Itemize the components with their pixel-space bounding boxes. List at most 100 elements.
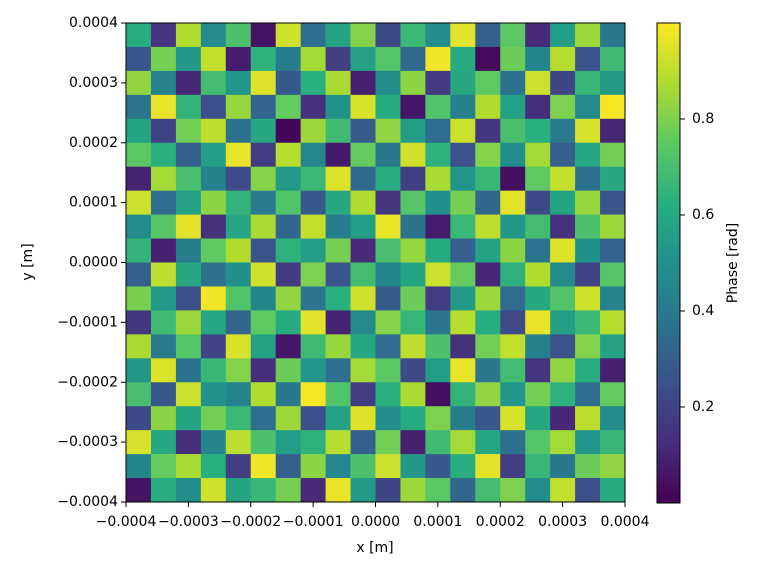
y-tick-label: −0.0001 [57, 314, 118, 330]
y-tick-label: −0.0004 [57, 494, 118, 510]
heatmap-cell [550, 190, 576, 215]
heatmap-cell [600, 166, 626, 191]
heatmap-cell [175, 190, 202, 215]
heatmap-cell [450, 214, 476, 239]
heatmap-cell [550, 406, 576, 431]
heatmap-cell [150, 478, 177, 503]
heatmap-cell [300, 262, 326, 287]
heatmap-cell [175, 70, 202, 96]
heatmap-cell [450, 70, 476, 96]
heatmap-cell [300, 142, 326, 167]
heatmap-cell [200, 70, 227, 96]
heatmap-cell [126, 478, 152, 503]
heatmap-cell [275, 142, 301, 167]
heatmap-cell [350, 70, 376, 96]
x-tick-label: −0.0004 [96, 514, 157, 530]
heatmap-cell [275, 94, 301, 120]
heatmap-cell [200, 166, 227, 191]
heatmap-cell [575, 334, 601, 359]
heatmap-cell [375, 262, 401, 287]
heatmap-cell [350, 478, 376, 503]
heatmap-cell [600, 238, 626, 263]
heatmap-cell [375, 310, 401, 335]
heatmap-cell [600, 358, 626, 383]
heatmap-cell [575, 214, 601, 239]
heatmap-cell [425, 406, 451, 431]
heatmap-cell [400, 430, 426, 455]
heatmap-cell [525, 190, 551, 215]
heatmap-cell [150, 382, 177, 407]
heatmap-cell [550, 46, 576, 72]
heatmap-cell [150, 358, 177, 383]
heatmap-cell [550, 262, 576, 287]
heatmap-cell [550, 334, 576, 359]
heatmap-cell [150, 406, 177, 431]
heatmap-cell [175, 406, 202, 431]
heatmap-cell [225, 166, 252, 191]
heatmap-cell [400, 262, 426, 287]
heatmap-cell [350, 358, 376, 383]
heatmap-cell [525, 214, 551, 239]
heatmap-cell [600, 454, 626, 479]
heatmap-cell [450, 142, 476, 167]
heatmap-cell [600, 478, 626, 503]
heatmap-cell [175, 430, 202, 455]
heatmap-cell [450, 166, 476, 191]
heatmap-cell [200, 334, 227, 359]
heatmap-cell [375, 478, 401, 503]
heatmap-cell [450, 454, 476, 479]
heatmap-cell [475, 238, 501, 263]
heatmap-cell [150, 23, 177, 48]
heatmap-cell [126, 238, 152, 263]
heatmap-cell [250, 70, 276, 96]
heatmap-cell [300, 118, 326, 144]
heatmap-cell [325, 358, 351, 383]
heatmap-cell [500, 454, 526, 479]
colorbar-tick-label: 0.8 [692, 111, 714, 127]
heatmap-cell [325, 70, 351, 96]
heatmap-cell [550, 118, 576, 144]
heatmap-cell [600, 70, 626, 96]
heatmap-cell [400, 70, 426, 96]
heatmap-cell [150, 142, 177, 167]
x-tick-label: 0.0000 [351, 514, 400, 530]
heatmap-cell [200, 190, 227, 215]
heatmap-cell [500, 430, 526, 455]
heatmap-cell [175, 23, 202, 48]
heatmap-cell [375, 23, 401, 48]
heatmap-cell [150, 214, 177, 239]
heatmap-cell [600, 430, 626, 455]
y-tick-label: 0.0003 [69, 75, 118, 91]
heatmap-cell [275, 334, 301, 359]
heatmap-cell [600, 382, 626, 407]
heatmap-cell [150, 70, 177, 96]
heatmap-cell [475, 406, 501, 431]
heatmap-cell [400, 118, 426, 144]
heatmap-cell [500, 46, 526, 72]
heatmap-cell [475, 190, 501, 215]
heatmap-cell [275, 70, 301, 96]
heatmap-cell [375, 334, 401, 359]
heatmap-cell [225, 478, 252, 503]
heatmap-cell [475, 118, 501, 144]
heatmap-cell [325, 142, 351, 167]
heatmap-cell [250, 214, 276, 239]
heatmap-cell [200, 430, 227, 455]
heatmap-cell [475, 478, 501, 503]
heatmap-cell [525, 310, 551, 335]
heatmap-cell [425, 118, 451, 144]
heatmap-cell [500, 214, 526, 239]
heatmap-cell [525, 166, 551, 191]
heatmap-cell [425, 142, 451, 167]
heatmap-cell [475, 286, 501, 311]
heatmap-cell [425, 334, 451, 359]
heatmap-cell [575, 166, 601, 191]
heatmap-cell [425, 286, 451, 311]
heatmap-cell [400, 190, 426, 215]
heatmap-cell [126, 310, 152, 335]
colorbar-tick-label: 0.4 [692, 303, 714, 319]
heatmap-cell [300, 190, 326, 215]
heatmap-cell [425, 94, 451, 120]
heatmap-cell [150, 454, 177, 479]
heatmap-cell [150, 190, 177, 215]
